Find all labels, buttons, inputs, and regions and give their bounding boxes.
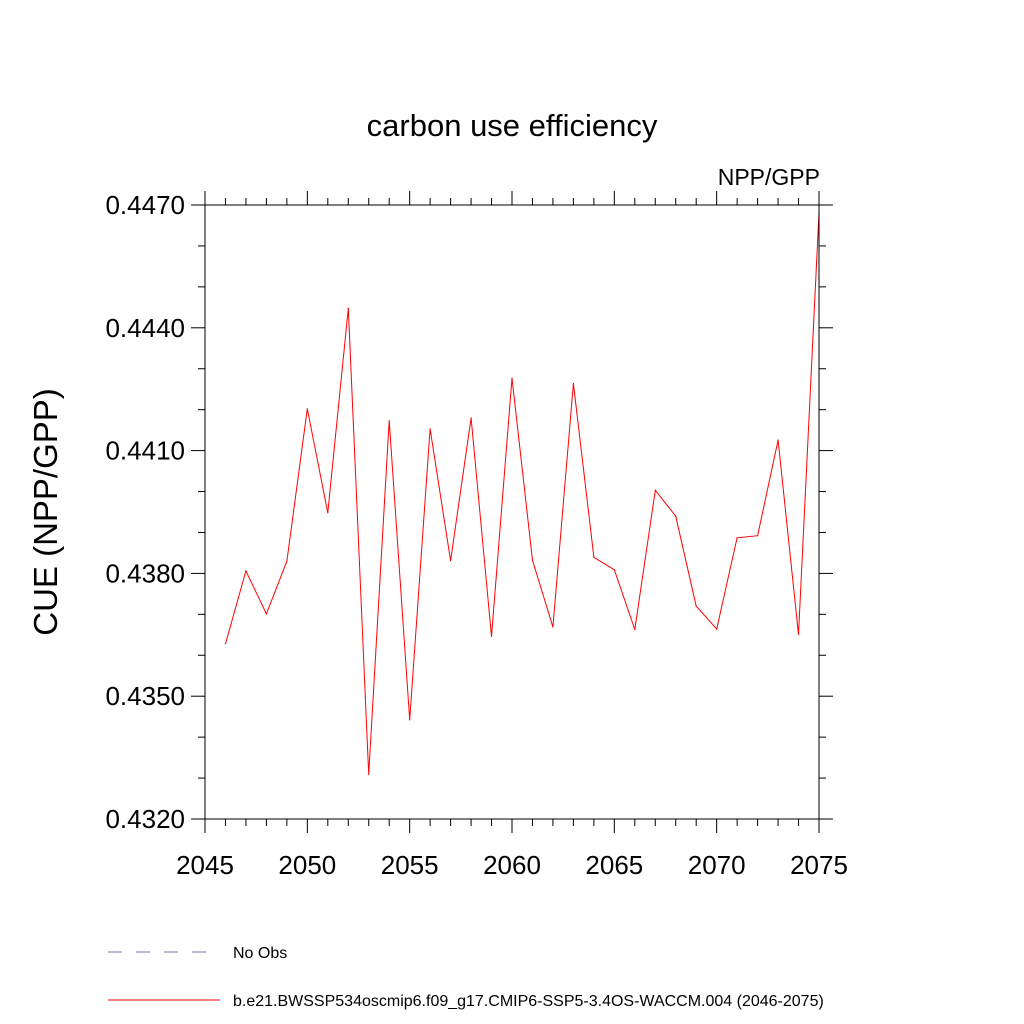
- data-point: [757, 535, 759, 537]
- data-point: [716, 628, 718, 630]
- data-point: [552, 626, 554, 628]
- x-tick-label: 2050: [278, 850, 336, 880]
- axis-tick-labels: 0.4320 0.4350 0.4380 0.4410 0.4440 0.4470 2045…: [105, 190, 847, 880]
- data-point: [736, 537, 738, 539]
- x-tick-label: 2055: [381, 850, 439, 880]
- data-point: [511, 377, 513, 379]
- data-point: [695, 605, 697, 607]
- y-axis-label: CUE (NPP/GPP): [27, 388, 64, 636]
- data-point: [675, 515, 677, 517]
- data-point: [634, 628, 636, 631]
- data-point: [490, 635, 493, 638]
- y-tick-label: 0.4380: [105, 558, 185, 588]
- data-point: [572, 382, 575, 385]
- data-point: [368, 773, 370, 776]
- x-tick-label: 2075: [790, 850, 848, 880]
- data-point: [797, 633, 800, 636]
- series-line: [225, 212, 820, 775]
- data-point: [409, 719, 411, 721]
- legend: No Obs b.e21.BWSSP534oscmip6.f09_g17.CMIP…: [108, 945, 824, 1010]
- y-tick-label: 0.4320: [105, 804, 185, 834]
- data-point: [654, 489, 656, 491]
- data-point: [245, 570, 247, 572]
- y-tick-label: 0.4410: [105, 436, 185, 466]
- data-point: [306, 408, 308, 410]
- data-point: [470, 417, 472, 419]
- data-point: [593, 556, 595, 559]
- data-series: [224, 212, 820, 776]
- y-tick-label: 0.4350: [105, 681, 185, 711]
- x-tick-label: 2060: [483, 850, 541, 880]
- data-point: [347, 307, 349, 309]
- y-tick-label: 0.4440: [105, 313, 185, 343]
- plot-frame: [204, 204, 820, 820]
- axis-ticks: [191, 191, 833, 833]
- data-point: [265, 613, 267, 615]
- x-tick-label: 2065: [585, 850, 643, 880]
- y-tick-label: 0.4470: [105, 190, 185, 220]
- legend-label: No Obs: [233, 945, 287, 962]
- x-tick-label: 2070: [688, 850, 746, 880]
- data-point: [327, 512, 329, 514]
- data-point: [388, 420, 390, 422]
- data-point: [429, 428, 431, 430]
- x-tick-label: 2045: [176, 850, 234, 880]
- data-point: [450, 560, 452, 562]
- chart-subtitle: NPP/GPP: [718, 164, 820, 190]
- data-point: [531, 559, 534, 561]
- data-point: [286, 560, 288, 562]
- data-point: [613, 569, 615, 571]
- data-point: [777, 439, 779, 441]
- chart-title: carbon use efficiency: [367, 108, 658, 143]
- legend-label: b.e21.BWSSP534oscmip6.f09_g17.CMIP6-SSP5…: [233, 993, 824, 1010]
- data-point: [224, 643, 227, 645]
